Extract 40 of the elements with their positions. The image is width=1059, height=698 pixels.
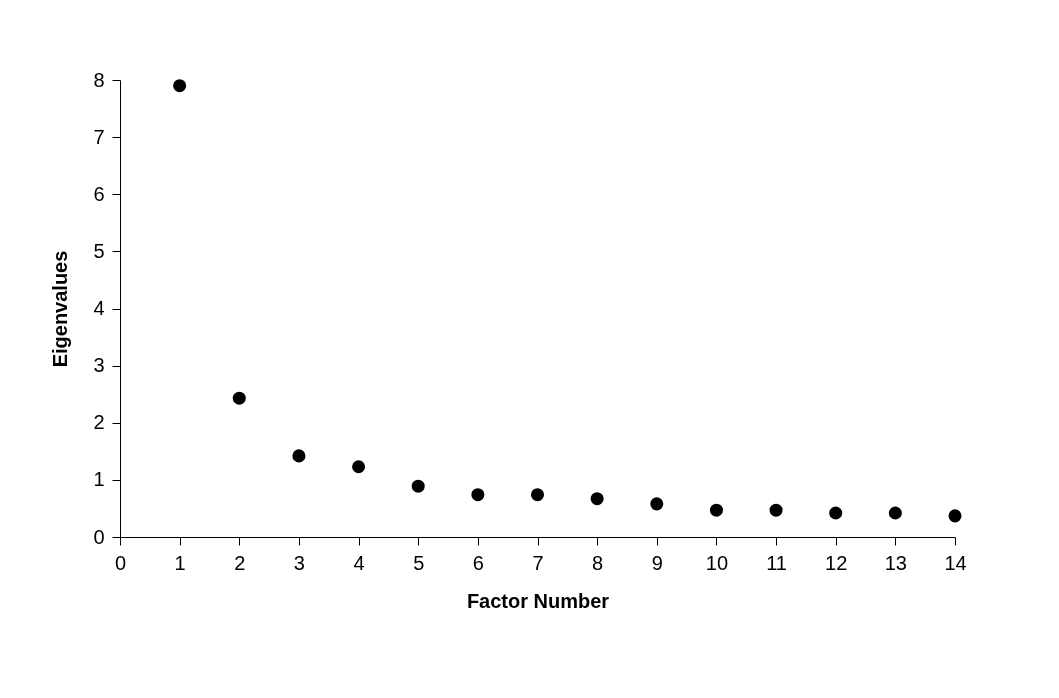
x-tick-label: 6 [472, 551, 484, 574]
x-tick-label: 0 [114, 551, 127, 574]
point [232, 391, 246, 405]
point [769, 503, 783, 517]
x-tick-label: 1 [174, 551, 186, 574]
x-tick-label: 7 [532, 551, 544, 574]
x-tick-label: 8 [592, 551, 604, 574]
x-tick-label: 2 [234, 551, 246, 574]
point [411, 479, 425, 493]
point [888, 506, 902, 520]
y-tick-label: 6 [93, 182, 105, 205]
x-tick-label: 14 [944, 551, 967, 574]
y-tick-label: 7 [93, 125, 105, 148]
point [530, 488, 545, 502]
point [709, 503, 723, 517]
x-tick-label: 5 [413, 551, 425, 574]
point [471, 488, 485, 502]
point [948, 509, 962, 523]
y-tick-label: 5 [93, 239, 105, 262]
point [829, 506, 843, 520]
y-tick-label: 4 [93, 297, 105, 319]
y-tick-label: 8 [93, 68, 105, 91]
x-tick-label: 12 [825, 551, 848, 574]
y-tick-label: 3 [93, 354, 105, 377]
y-tick-label: 1 [93, 468, 105, 491]
x-tick-label: 11 [766, 551, 787, 574]
point [292, 449, 306, 463]
point [590, 492, 604, 506]
y-tick-label: 0 [93, 525, 105, 548]
y-tick-label: 2 [93, 411, 105, 434]
y-axis-title: Eigenvalues [49, 250, 72, 368]
point [352, 460, 366, 474]
x-tick-label: 3 [293, 551, 305, 574]
x-axis-title: Factor Number [466, 589, 610, 612]
point [173, 79, 187, 93]
point [650, 497, 664, 511]
x-tick-label: 4 [353, 551, 365, 574]
x-tick-label: 9 [651, 551, 663, 574]
x-tick-label: 10 [705, 551, 729, 574]
x-tick-label: 13 [884, 551, 907, 574]
